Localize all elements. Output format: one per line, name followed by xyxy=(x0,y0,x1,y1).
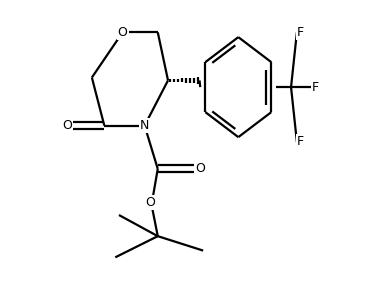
Text: O: O xyxy=(195,162,205,175)
Text: F: F xyxy=(297,26,304,39)
Text: O: O xyxy=(118,26,128,39)
Text: F: F xyxy=(297,135,304,148)
Text: O: O xyxy=(62,119,72,132)
Text: F: F xyxy=(312,81,319,94)
Text: O: O xyxy=(146,196,155,209)
Text: N: N xyxy=(140,119,149,132)
